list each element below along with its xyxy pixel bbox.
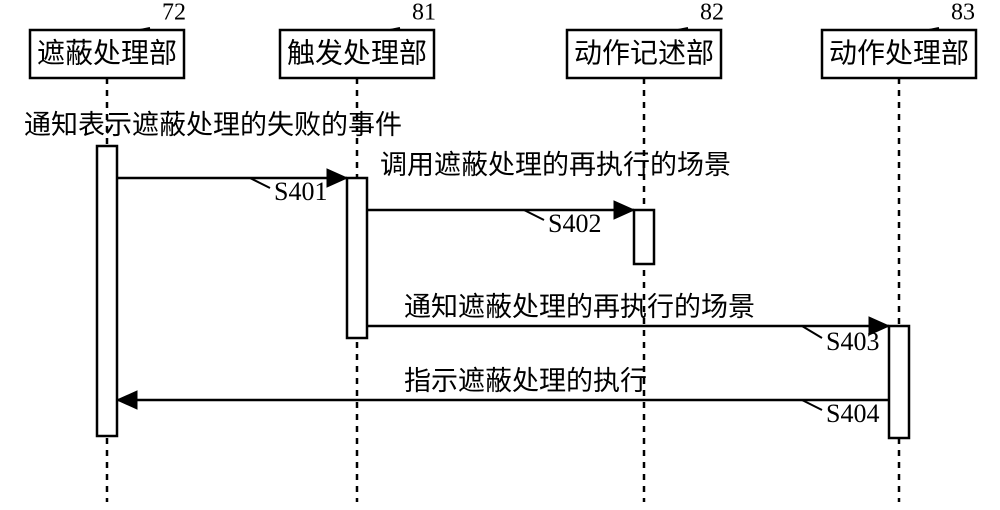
lifeline-label-p83: 动作处理部 (829, 37, 969, 69)
message-arrowhead-0 (327, 169, 347, 187)
message-arrowhead-1 (614, 201, 634, 219)
activation-p82-2 (634, 210, 654, 264)
message-step-0: S401 (274, 177, 327, 206)
message-text-0: 通知表示遮蔽处理的失败的事件 (24, 110, 402, 140)
message-text-1: 调用遮蔽处理的再执行的场景 (380, 150, 731, 180)
lifeline-label-p72: 遮蔽处理部 (37, 37, 177, 69)
message-arrowhead-3 (117, 391, 137, 409)
message-step-tick-1 (524, 210, 544, 220)
lifeline-ref-p83: 83 (951, 0, 975, 26)
lifeline-label-p81: 触发处理部 (287, 37, 427, 69)
activation-p83-3 (889, 326, 909, 438)
lifeline-label-p82: 动作记述部 (574, 37, 714, 69)
lifeline-ref-p81: 81 (412, 0, 436, 26)
message-text-2: 通知遮蔽处理的再执行的场景 (404, 292, 755, 322)
message-step-2: S403 (826, 327, 879, 356)
message-step-tick-0 (250, 178, 270, 188)
message-step-1: S402 (548, 209, 601, 238)
activation-p72-0 (97, 146, 117, 436)
lifeline-ref-p72: 72 (162, 0, 186, 26)
lifeline-ref-p82: 82 (700, 0, 724, 26)
message-step-3: S404 (826, 399, 879, 428)
activation-p81-1 (347, 178, 367, 338)
message-step-tick-2 (802, 326, 822, 338)
message-step-tick-3 (802, 400, 822, 410)
message-text-3: 指示遮蔽处理的执行 (404, 366, 647, 396)
